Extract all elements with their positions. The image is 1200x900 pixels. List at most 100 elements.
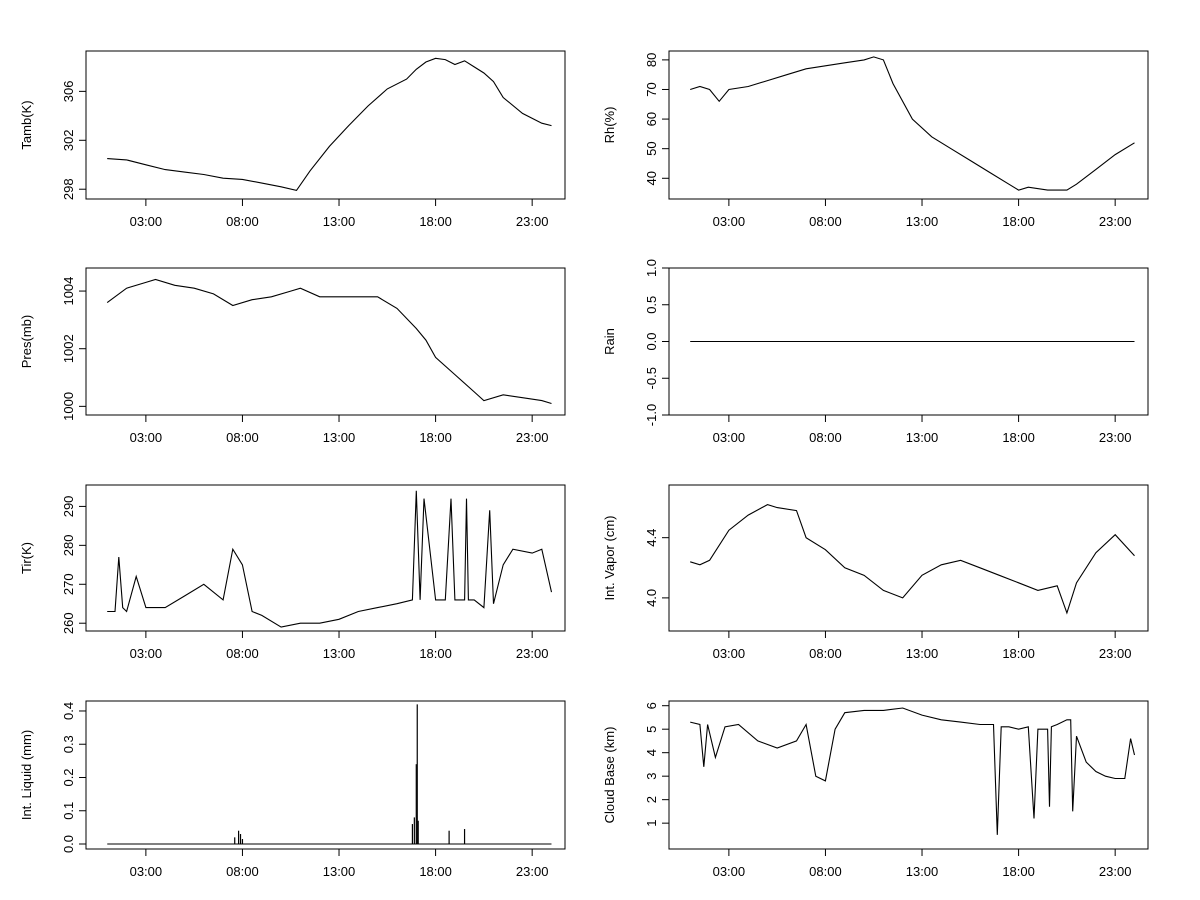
rain-x-tick-label: 03:00 [713, 430, 746, 445]
int-vapor-cm-y-tick-label: 4.0 [644, 589, 659, 607]
rh-x-tick-label: 03:00 [713, 214, 746, 229]
tamb-k-y-tick-label: 306 [61, 81, 76, 103]
int-liquid-mm-x-tick-label: 03:00 [130, 864, 163, 879]
cloud-base-km-series-line [690, 707, 1136, 835]
int-liquid-mm-plot-frame [85, 700, 566, 850]
panel-int-vapor: 03:00 08:00 13:00 18:00 23:00 4.0 4.4 Int. Vapo… [602, 484, 1149, 661]
tir-k-y-tick-label: 280 [61, 534, 76, 556]
cloud-base-km-y-tick-label: 1 [644, 820, 659, 827]
rh-plot-frame [668, 50, 1149, 200]
int-liquid-mm-x-tick-label: 13:00 [323, 864, 356, 879]
panel-cloud-base: 03:00 08:00 13:00 18:00 23:00 1 2 3 4 5 6 Cloud Bas… [602, 700, 1149, 879]
pres-mb-plot-frame [85, 267, 566, 416]
int-liquid-mm-y-tick-label: 0.4 [61, 702, 76, 720]
rain-y-tick-label: -0.5 [644, 367, 659, 389]
cloud-base-km-x-tick-label: 13:00 [906, 864, 939, 879]
int-liquid-mm-y-tick-label: 0.1 [61, 802, 76, 820]
pres-mb-y-tick-label: 1002 [61, 334, 76, 363]
int-vapor-cm-x-tick-label: 13:00 [906, 646, 939, 661]
rh-x-tick-label: 23:00 [1099, 214, 1132, 229]
rh-y-tick-label: 40 [644, 171, 659, 185]
int-liquid-mm-y-tick-label: 0.0 [61, 835, 76, 853]
int-liquid-mm-y-tick-label: 0.3 [61, 735, 76, 753]
tir-k-x-tick-label: 03:00 [130, 646, 163, 661]
tir-k-x-tick-label: 18:00 [419, 646, 452, 661]
tamb-k-series-line [107, 57, 552, 192]
pres-mb-x-tick-label: 13:00 [323, 430, 356, 445]
cloud-base-km-y-axis-title: Cloud Base (km) [602, 727, 617, 824]
panel-rain: 03:00 08:00 13:00 18:00 23:00 -1.0 -0.5 0.0 0.5 1… [602, 259, 1149, 445]
int-vapor-cm-y-tick-label: 4.4 [644, 529, 659, 547]
panel-tir: 03:00 08:00 13:00 18:00 23:00 260 270 280 290 Tir… [19, 484, 566, 661]
rain-y-axis-title: Rain [602, 328, 617, 355]
pres-mb-y-tick-label: 1004 [61, 277, 76, 306]
tir-k-y-axis-title: Tir(K) [19, 542, 34, 574]
pres-mb-x-tick-label: 23:00 [516, 430, 549, 445]
tir-k-y-tick-label: 290 [61, 496, 76, 518]
pres-mb-y-tick-label: 1000 [61, 392, 76, 421]
rain-y-tick-label: 0.5 [644, 296, 659, 314]
tir-k-y-tick-label: 260 [61, 612, 76, 634]
cloud-base-km-y-tick-label: 3 [644, 773, 659, 780]
cloud-base-km-x-tick-label: 23:00 [1099, 864, 1132, 879]
panel-tamb: 03:00 08:00 13:00 18:00 23:00 298 302 306 Tamb(K… [19, 50, 566, 229]
tamb-k-x-tick-label: 13:00 [323, 214, 356, 229]
int-liquid-mm-y-axis-title: Int. Liquid (mm) [19, 730, 34, 820]
int-vapor-cm-x-tick-label: 23:00 [1099, 646, 1132, 661]
int-vapor-cm-x-tick-label: 03:00 [713, 646, 746, 661]
cloud-base-km-x-tick-label: 03:00 [713, 864, 746, 879]
pres-mb-x-tick-label: 03:00 [130, 430, 163, 445]
tir-k-x-tick-label: 23:00 [516, 646, 549, 661]
pres-mb-y-axis-title: Pres(mb) [19, 315, 34, 368]
tir-k-plot-frame [85, 484, 566, 632]
panel-rh: 03:00 08:00 13:00 18:00 23:00 40 50 60 70 80 Rh(%) [602, 50, 1149, 229]
int-vapor-cm-y-axis-title: Int. Vapor (cm) [602, 515, 617, 600]
tamb-k-x-tick-label: 03:00 [130, 214, 163, 229]
rain-x-tick-label: 23:00 [1099, 430, 1132, 445]
cloud-base-km-x-tick-label: 08:00 [809, 864, 842, 879]
tamb-k-x-tick-label: 18:00 [419, 214, 452, 229]
tamb-k-y-tick-label: 302 [61, 129, 76, 151]
int-vapor-cm-series-line [690, 504, 1135, 615]
cloud-base-km-y-tick-label: 2 [644, 796, 659, 803]
panel-pres: 03:00 08:00 13:00 18:00 23:00 1000 1002 1004 Pre… [19, 267, 566, 445]
rain-x-tick-label: 13:00 [906, 430, 939, 445]
panel-int-liquid: 03:00 08:00 13:00 18:00 23:00 0.0 0.1 0.2 0.3 0.4… [19, 700, 566, 879]
tir-k-series-line [107, 490, 553, 628]
rh-y-axis-title: Rh(%) [602, 107, 617, 144]
rain-y-tick-label: -1.0 [644, 404, 659, 426]
tir-k-x-tick-label: 08:00 [226, 646, 259, 661]
tir-k-y-tick-label: 270 [61, 573, 76, 595]
cloud-base-km-y-tick-label: 5 [644, 726, 659, 733]
rh-series-line [690, 56, 1135, 191]
rh-x-tick-label: 08:00 [809, 214, 842, 229]
rh-y-tick-label: 80 [644, 53, 659, 67]
int-liquid-mm-x-tick-label: 18:00 [419, 864, 452, 879]
int-liquid-mm-y-tick-label: 0.2 [61, 768, 76, 786]
int-vapor-cm-plot-frame [668, 484, 1149, 632]
pres-mb-x-tick-label: 08:00 [226, 430, 259, 445]
tamb-k-y-tick-label: 298 [61, 178, 76, 200]
tir-k-x-tick-label: 13:00 [323, 646, 356, 661]
pres-mb-series-line [106, 278, 552, 405]
rh-y-tick-label: 50 [644, 141, 659, 155]
rh-y-tick-label: 70 [644, 82, 659, 96]
cloud-base-km-y-tick-label: 6 [644, 702, 659, 709]
cloud-base-km-y-tick-label: 4 [644, 749, 659, 756]
rain-y-tick-label: 1.0 [644, 259, 659, 277]
int-liquid-mm-x-tick-label: 08:00 [226, 864, 259, 879]
tamb-k-y-axis-title: Tamb(K) [19, 100, 34, 149]
rain-x-tick-label: 18:00 [1002, 430, 1035, 445]
tamb-k-plot-frame [85, 50, 566, 200]
tamb-k-x-tick-label: 23:00 [516, 214, 549, 229]
rain-x-tick-label: 08:00 [809, 430, 842, 445]
rain-y-tick-label: 0.0 [644, 332, 659, 350]
int-vapor-cm-x-tick-label: 18:00 [1002, 646, 1035, 661]
pres-mb-x-tick-label: 18:00 [419, 430, 452, 445]
cloud-base-km-plot-frame [668, 700, 1149, 850]
rh-y-tick-label: 60 [644, 112, 659, 126]
int-liquid-mm-x-tick-label: 23:00 [516, 864, 549, 879]
cloud-base-km-x-tick-label: 18:00 [1002, 864, 1035, 879]
rh-x-tick-label: 13:00 [906, 214, 939, 229]
